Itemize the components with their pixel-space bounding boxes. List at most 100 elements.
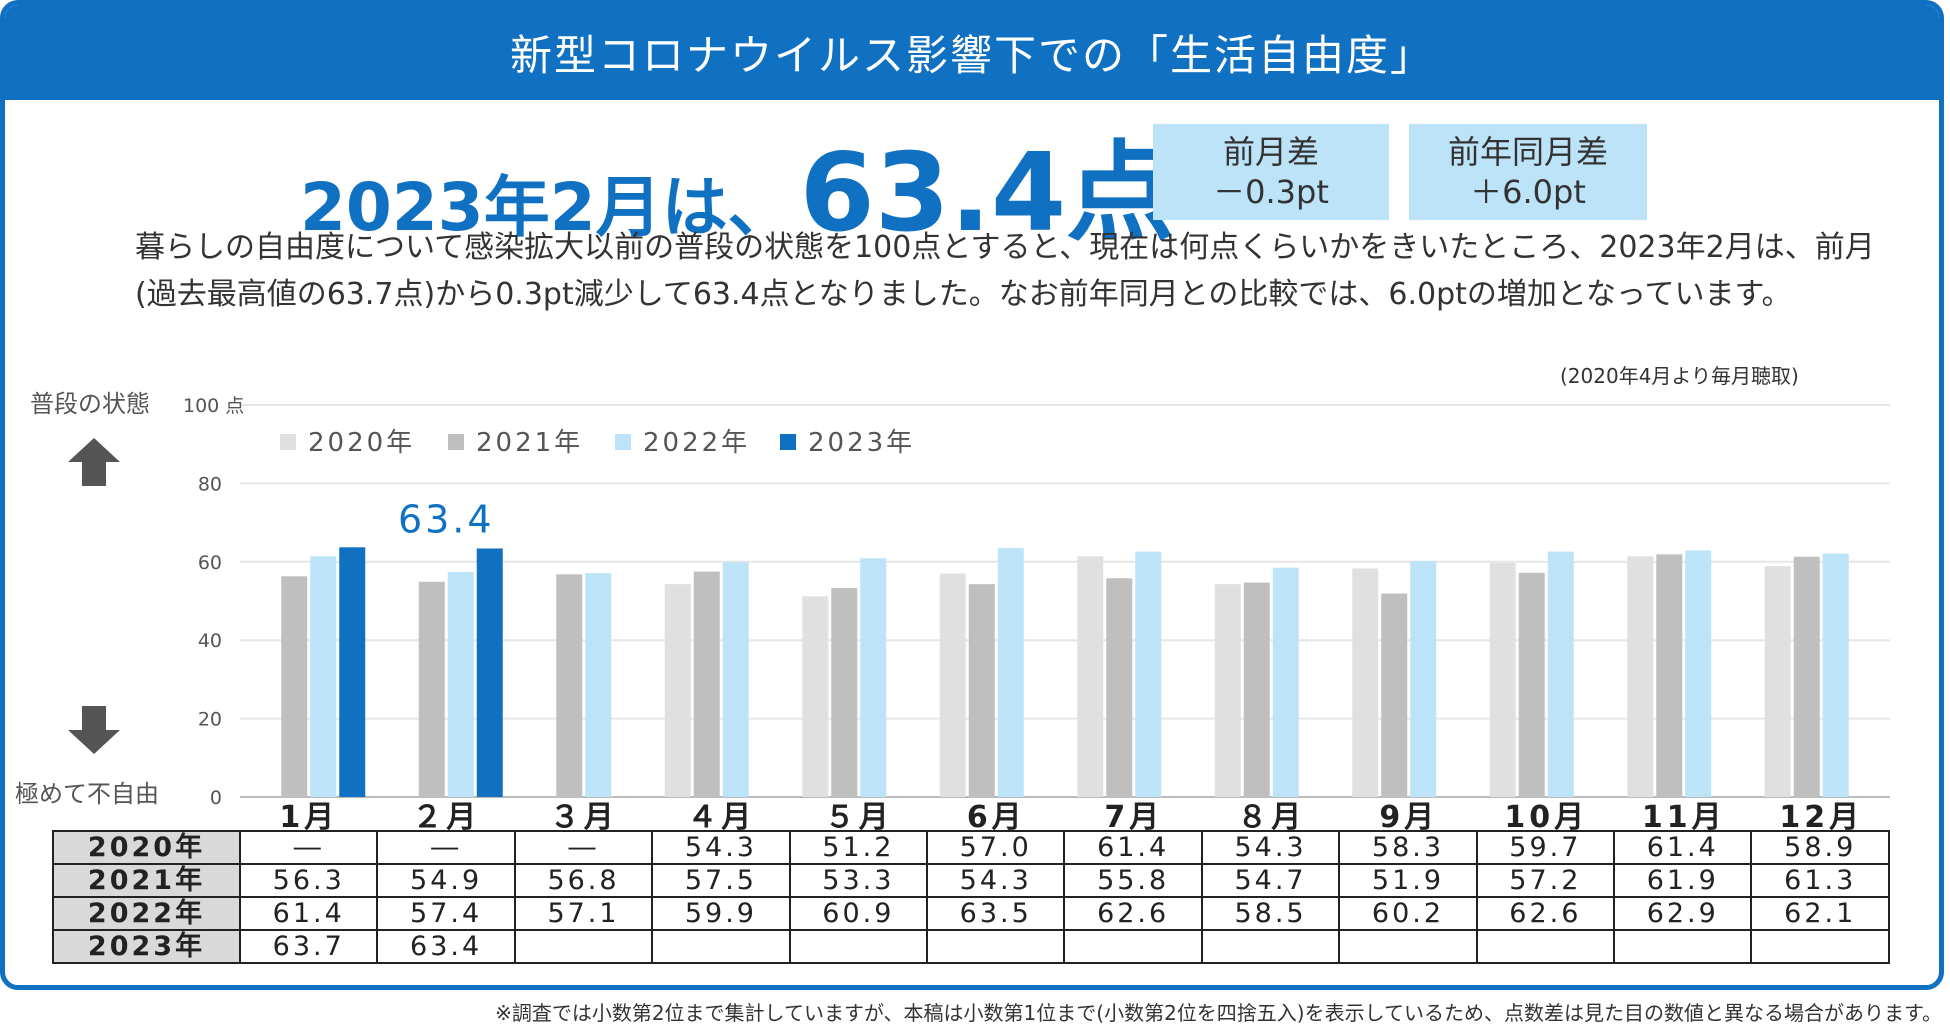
bar-2021年-9 — [1518, 572, 1545, 797]
bar-2020年-5 — [939, 573, 966, 797]
x-tick-label: 6月 — [967, 800, 1026, 830]
table-row: 2021年 56.3 54.9 56.8 57.5 53.3 54.3 55.8 54.7 51.… — [52, 863, 1890, 898]
bar-2020年-10 — [1627, 556, 1654, 797]
y-tick-label: 100 点 — [183, 395, 244, 417]
legend-label: 2023年 — [808, 428, 915, 458]
table-cell — [926, 929, 1066, 964]
bar-2022年-9 — [1547, 551, 1574, 797]
table-cell: 62.1 — [1750, 896, 1890, 931]
bar-2021年-4 — [831, 588, 858, 797]
x-tick-label: ８月 — [1237, 800, 1305, 830]
bar-2021年-3 — [693, 571, 720, 797]
table-cell: 53.3 — [788, 863, 929, 898]
footnote: ※調査では小数第2位まで集計していますが、本稿は小数第1位まで(小数第2位を四捨… — [495, 1001, 1942, 1025]
table-cell: 61.4 — [238, 896, 379, 931]
bar-2023年-0 — [339, 547, 366, 797]
table-row: 2022年 61.4 57.4 57.1 59.9 60.9 63.5 62.6 58.5 60.… — [52, 896, 1890, 931]
diff-prev-month-value: －0.3pt — [1213, 173, 1329, 211]
bar-2022年-7 — [1272, 567, 1299, 797]
diff-prev-month-label: 前月差 — [1222, 133, 1319, 171]
table-cell: 57.1 — [513, 896, 654, 931]
bar-2022年-2 — [585, 573, 612, 797]
bar-2020年-6 — [1077, 556, 1104, 797]
description: 暮らしの自由度について感染拡大以前の普段の状態を100点とすると、現在は何点くら… — [135, 230, 1875, 312]
bar-2020年-4 — [802, 596, 829, 797]
bar-2022年-8 — [1410, 561, 1437, 797]
table-row-header: 2021年 — [52, 863, 241, 898]
table-cell: 54.3 — [926, 863, 1066, 898]
diff-prev-year-label: 前年同月差 — [1447, 133, 1608, 171]
table-cell: 63.4 — [376, 929, 516, 964]
table-cell — [651, 929, 791, 964]
bar-2020年-9 — [1489, 562, 1516, 797]
legend-label: 2021年 — [476, 428, 583, 458]
bar-2021年-11 — [1793, 556, 1820, 797]
headline-score: 63.4点 — [799, 131, 1175, 256]
bar-2022年-11 — [1822, 553, 1849, 797]
bar-2020年-7 — [1214, 584, 1241, 797]
table-cell: 58.3 — [1338, 830, 1478, 865]
bar-2022年-10 — [1685, 550, 1712, 797]
table-cell: 63.5 — [926, 896, 1066, 931]
bar-2021年-10 — [1656, 554, 1683, 797]
table-cell: 54.3 — [651, 830, 791, 865]
table-cell — [1475, 929, 1616, 964]
table-cell — [1750, 929, 1890, 964]
table-cell: 63.7 — [238, 929, 379, 964]
table-cell: ― — [513, 830, 654, 865]
diff-prev-year-value: ＋6.0pt — [1470, 173, 1586, 211]
table-cell: 59.9 — [651, 896, 791, 931]
x-tick-label: ４月 — [687, 800, 755, 830]
y-tick-label: 60 — [198, 552, 222, 574]
headline: 2023年2月は、 63.4点 — [300, 106, 1174, 262]
table-row-header: 2022年 — [52, 896, 241, 931]
x-tick-label: 11月 — [1642, 800, 1726, 830]
x-tick-label: ３月 — [550, 800, 618, 830]
x-tick-label: ２月 — [412, 800, 480, 830]
bar-2022年-1 — [447, 571, 474, 797]
bar-2022年-3 — [722, 562, 749, 797]
table-row: 2020年 ― ― ― 54.3 51.2 57.0 61.4 54.3 58.3 59.7 61.4… — [52, 830, 1890, 865]
main-panel: 新型コロナウイルス影響下での「生活自由度」 — [0, 0, 1944, 990]
bar-2023年-1 — [476, 548, 503, 797]
table-cell — [1613, 929, 1753, 964]
y-tick-label: 20 — [198, 709, 222, 731]
table-cell: 56.8 — [513, 863, 654, 898]
arrow-up-icon — [68, 438, 120, 486]
bar-2020年-8 — [1352, 568, 1379, 797]
bar-2021年-6 — [1106, 578, 1133, 797]
survey-note: (2020年4月より毎月聴取) — [1560, 364, 1799, 388]
table-cell: 58.9 — [1750, 830, 1890, 865]
table-cell: 62.9 — [1613, 896, 1753, 931]
table-cell: 56.3 — [238, 863, 379, 898]
title-banner: 新型コロナウイルス影響下での「生活自由度」 — [5, 5, 1939, 100]
bar-2022年-6 — [1135, 551, 1162, 797]
bar-2021年-5 — [968, 584, 995, 797]
bar-2022年-0 — [310, 556, 337, 797]
x-tick-label: 7月 — [1104, 800, 1163, 830]
x-tick-label: 10月 — [1504, 800, 1588, 830]
table-cell: 57.2 — [1475, 863, 1616, 898]
legend-label: 2022年 — [643, 428, 750, 458]
legend-swatch — [280, 434, 296, 450]
bar-2021年-1 — [418, 581, 445, 797]
table-cell: 61.4 — [1613, 830, 1753, 865]
x-tick-label: ５月 — [825, 800, 893, 830]
table-cell: 57.4 — [376, 896, 516, 931]
bar-chart: 0 20 40 60 80 100 点 2020年 2021年 2022年 2023年 1月 ２月… — [183, 395, 1890, 830]
table-cell — [1338, 929, 1478, 964]
table-cell: 62.6 — [1475, 896, 1616, 931]
axis-bottom-label: 極めて不自由 — [15, 780, 159, 808]
bar-2021年-0 — [281, 576, 308, 797]
table-cell: 61.3 — [1750, 863, 1890, 898]
table-cell: 57.0 — [926, 830, 1066, 865]
table-cell: 60.9 — [788, 896, 929, 931]
table-cell: 55.8 — [1063, 863, 1203, 898]
table-cell: 60.2 — [1338, 896, 1478, 931]
table-cell: ― — [376, 830, 516, 865]
table-cell: 58.5 — [1200, 896, 1341, 931]
headline-prefix: 2023年2月は、 — [300, 169, 794, 246]
axis-top-label: 普段の状態 — [30, 390, 150, 418]
legend-swatch — [448, 434, 464, 450]
bar-2021年-2 — [556, 574, 583, 797]
